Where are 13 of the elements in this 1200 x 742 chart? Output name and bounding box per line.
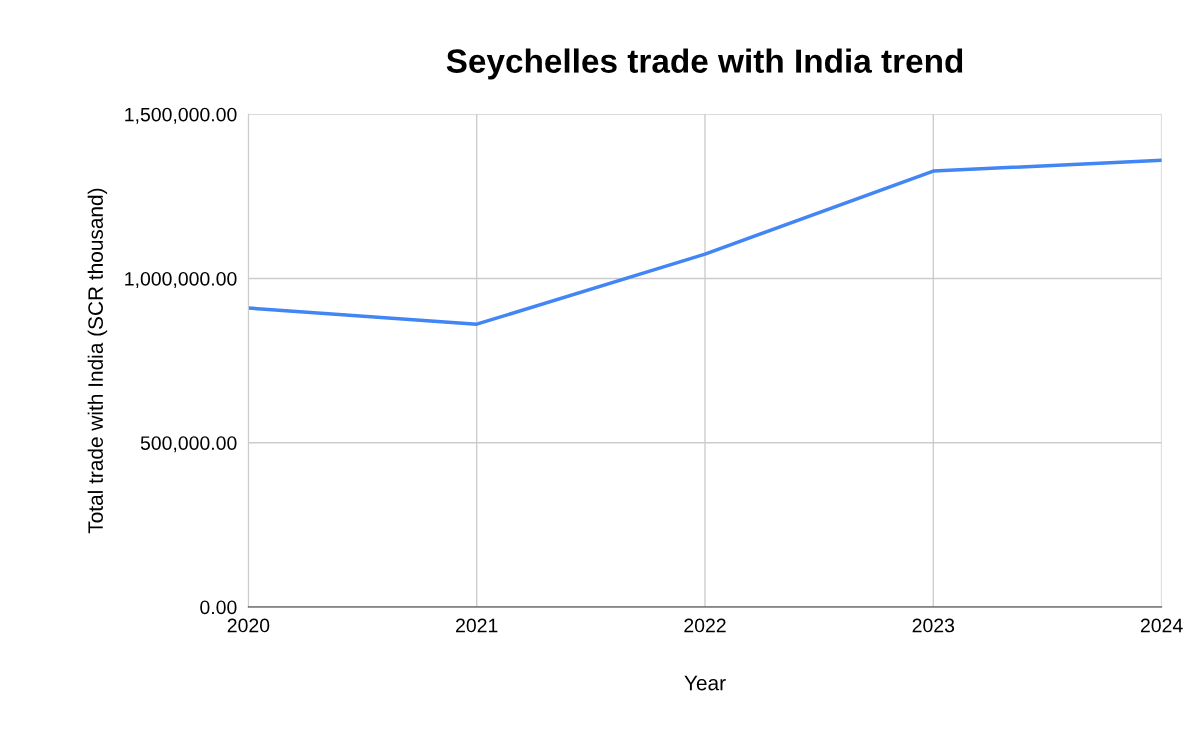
x-tick-label: 2023 [912,618,955,633]
y-tick-label: 500,000.00 [140,436,237,453]
chart-title: Seychelles trade with India trend [446,48,963,80]
x-tick-label: 2020 [227,618,270,633]
y-tick-label: 1,500,000.00 [125,107,237,124]
line-series [248,158,1162,326]
x-axis-title: Year [684,675,726,691]
y-axis-title: Total trade with India (SCR thousand) [87,188,108,534]
y-tick-label: 0.00 [200,600,237,615]
y-tick-label: 1,000,000.00 [125,271,237,289]
x-tick-label: 2021 [456,618,498,633]
x-tick-label: 2022 [684,618,726,633]
x-tick-label: 2024 [1140,618,1183,633]
